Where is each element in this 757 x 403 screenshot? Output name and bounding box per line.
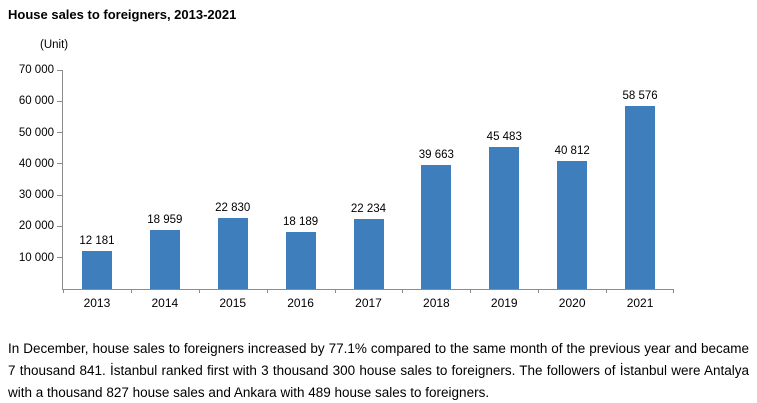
y-axis-tick [57, 194, 63, 196]
bar-2014 [149, 229, 180, 289]
bar-value-label: 12 181 [79, 234, 115, 247]
x-axis-category-label: 2016 [287, 296, 314, 310]
bar-value-label: 45 483 [486, 130, 522, 143]
y-axis-tick [57, 100, 63, 102]
x-axis-tick [198, 289, 200, 293]
x-axis-tick [470, 289, 472, 293]
bar-2021 [625, 105, 656, 289]
bar-2019 [489, 146, 520, 289]
bar-2018 [421, 164, 452, 289]
y-axis-tick [57, 70, 63, 71]
y-axis-tick-label: 30 000 [18, 189, 54, 202]
bar-value-label: 58 576 [622, 89, 658, 102]
x-axis-category-label: 2015 [219, 296, 247, 310]
x-axis-tick [266, 289, 268, 293]
y-axis-tick-label: 70 000 [18, 64, 54, 76]
bar-2020 [557, 161, 588, 289]
y-axis-tick-label: 40 000 [18, 157, 54, 170]
bar-value-label: 22 234 [350, 203, 387, 216]
y-axis-tick [57, 163, 63, 165]
bar-2017 [353, 219, 384, 289]
bar-value-label: 22 830 [215, 201, 251, 214]
x-axis-tick [673, 289, 674, 293]
y-axis-tick-label: 50 000 [18, 126, 54, 139]
plot-area: 70 000 60 000 50 000 40 000 30 000 20 000 10 0… [19, 64, 674, 310]
x-axis-category-label: 2017 [355, 296, 382, 310]
unit-label: (Unit) [40, 39, 69, 51]
x-axis-category-label: 2020 [558, 296, 586, 310]
x-axis-tick [63, 289, 64, 293]
y-axis-tick [57, 257, 63, 259]
y-axis-tick-label: 20 000 [18, 220, 54, 233]
x-axis-category-label: 2018 [423, 296, 450, 310]
bar-2013 [81, 250, 112, 289]
bar-2015 [217, 217, 248, 289]
x-axis-tick [606, 289, 608, 293]
x-axis-tick [402, 289, 404, 293]
chart-title: House sales to foreigners, 2013-2021 [8, 7, 237, 22]
bar-2016 [285, 232, 316, 289]
x-axis-category-label: 2021 [626, 296, 654, 310]
x-axis-tick [538, 289, 540, 293]
bar-value-label: 18 189 [283, 216, 319, 229]
x-axis-category-label: 2019 [490, 296, 518, 310]
x-axis-category-label: 2013 [83, 296, 111, 310]
x-axis-tick [130, 289, 132, 293]
y-axis-tick-label: 60 000 [18, 95, 54, 108]
y-axis-tick [57, 132, 63, 134]
bar-value-label: 18 959 [147, 213, 183, 226]
bar-value-label: 40 812 [554, 145, 590, 158]
y-axis-tick [57, 225, 63, 227]
y-axis-tick-label: 10 000 [18, 251, 54, 264]
x-axis-tick [334, 289, 336, 293]
x-axis-category-label: 2014 [151, 296, 179, 310]
bar-value-label: 39 663 [418, 148, 454, 161]
footer-paragraph: In December, house sales to foreigners i… [8, 341, 749, 400]
